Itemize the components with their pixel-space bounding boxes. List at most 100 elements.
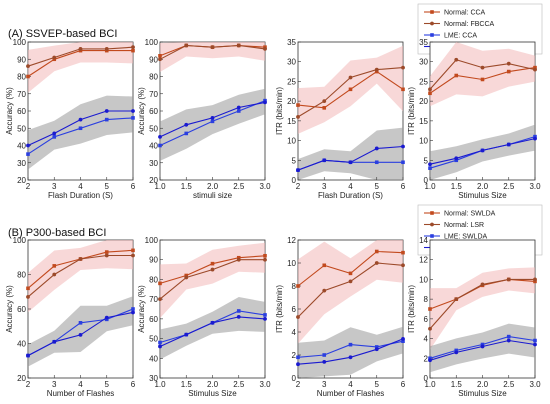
data-point xyxy=(322,263,327,268)
data-point xyxy=(26,152,30,156)
x-tick-label: 2.5 xyxy=(233,182,245,191)
data-point xyxy=(348,160,353,165)
data-point xyxy=(428,307,432,311)
y-tick-label: 2 xyxy=(424,354,429,363)
data-point xyxy=(26,74,30,79)
y-tick-label: 70 xyxy=(149,295,158,304)
x-tick-label: 2 xyxy=(26,380,31,389)
data-point xyxy=(236,43,241,48)
confidence-band xyxy=(160,42,265,72)
x-axis-label: Flash Duration (S) xyxy=(48,191,113,200)
data-point xyxy=(322,360,327,364)
y-tick-label: 2 xyxy=(292,351,297,360)
y-tick-label: 100 xyxy=(145,236,159,245)
x-tick-label: 3.0 xyxy=(259,380,271,389)
x-tick-label: 6 xyxy=(131,380,136,389)
data-point xyxy=(348,355,353,360)
y-tick-label: 90 xyxy=(149,256,158,265)
y-tick-label: 15 xyxy=(287,117,296,126)
data-point xyxy=(184,122,189,127)
data-point xyxy=(322,158,327,163)
y-tick-label: 35 xyxy=(287,38,296,47)
y-tick-label: 20 xyxy=(287,97,296,106)
data-point xyxy=(78,126,83,131)
y-tick-label: 80 xyxy=(149,275,158,284)
y-tick-label: 0 xyxy=(424,176,429,185)
data-point xyxy=(506,334,511,339)
data-point xyxy=(506,338,511,343)
data-point xyxy=(184,273,189,278)
x-tick-label: 1.0 xyxy=(154,182,166,191)
data-point xyxy=(296,315,300,319)
data-point xyxy=(184,131,189,136)
data-point xyxy=(236,255,241,260)
data-point xyxy=(374,345,379,349)
y-tick-label: 100 xyxy=(13,38,27,47)
y-tick-label: 90 xyxy=(149,55,158,64)
data-point xyxy=(454,158,459,163)
y-tick-label: 10 xyxy=(419,137,428,146)
data-point xyxy=(52,272,57,277)
data-point xyxy=(52,339,57,344)
data-point xyxy=(480,65,485,70)
data-point xyxy=(480,344,485,349)
x-tick-label: 6 xyxy=(401,182,406,191)
y-tick-label: 30 xyxy=(149,374,158,383)
data-point xyxy=(210,320,215,325)
data-point xyxy=(131,48,135,53)
y-tick-label: 30 xyxy=(17,159,26,168)
legend-entry: Normal: CCA xyxy=(444,10,486,17)
x-axis-label: Number of Flashes xyxy=(47,389,115,398)
data-point xyxy=(104,117,109,122)
y-tick-label: 10 xyxy=(287,259,296,268)
y-tick-label: 4 xyxy=(424,335,429,344)
panel-6: 1.0 1.5 2.0 2.5 3.0 30 40 50 60 70 80 90 100 Stimulus… xyxy=(137,236,271,398)
y-axis-label: Accuracy (%) xyxy=(137,285,146,333)
data-point xyxy=(454,348,459,353)
data-point xyxy=(158,297,162,302)
data-point xyxy=(401,144,405,149)
data-point xyxy=(158,134,162,139)
data-point xyxy=(210,261,215,266)
y-axis-label: Accuracy (%) xyxy=(5,285,14,333)
data-point xyxy=(158,281,162,286)
data-point xyxy=(322,288,327,293)
data-point xyxy=(158,344,162,349)
data-point xyxy=(26,353,30,358)
data-point xyxy=(374,67,379,72)
data-point xyxy=(506,69,511,74)
x-tick-label: 4 xyxy=(78,182,83,191)
x-tick-label: 1.0 xyxy=(154,380,166,389)
x-axis-label: Stimulus Size xyxy=(458,389,507,398)
data-point xyxy=(348,87,353,92)
data-point xyxy=(374,146,379,151)
data-point xyxy=(533,136,537,141)
data-point xyxy=(210,119,215,124)
data-point xyxy=(401,160,405,165)
legend-entry: Normal: FBCCA xyxy=(444,21,495,28)
panel-4: 1.0 1.5 2.0 2.5 3.0 0 5 10 15 20 25 30 35 Stimulus Si… xyxy=(407,38,541,200)
x-tick-label: 6 xyxy=(131,182,136,191)
y-tick-label: 100 xyxy=(145,38,159,47)
y-tick-label: 50 xyxy=(149,335,158,344)
x-tick-label: 2.0 xyxy=(207,182,219,191)
data-point xyxy=(322,353,327,357)
legend-entry: LME: CCA xyxy=(444,33,477,40)
x-tick-label: 2 xyxy=(26,182,31,191)
x-tick-label: 1.5 xyxy=(451,380,463,389)
y-tick-label: 50 xyxy=(149,124,158,133)
y-tick-label: 4 xyxy=(292,328,297,337)
data-point xyxy=(401,65,405,70)
x-tick-label: 2 xyxy=(296,380,301,389)
data-point xyxy=(78,47,83,51)
data-point xyxy=(428,87,432,92)
data-point xyxy=(401,263,405,268)
data-point xyxy=(454,57,459,62)
data-point xyxy=(454,297,459,302)
panel-2: 1.0 1.5 2.0 2.5 3.0 20 30 40 50 60 70 80 90 100 stimul… xyxy=(137,38,271,200)
data-point xyxy=(158,54,162,58)
y-tick-label: 40 xyxy=(17,340,26,349)
data-point xyxy=(210,45,215,50)
data-point xyxy=(78,332,83,337)
